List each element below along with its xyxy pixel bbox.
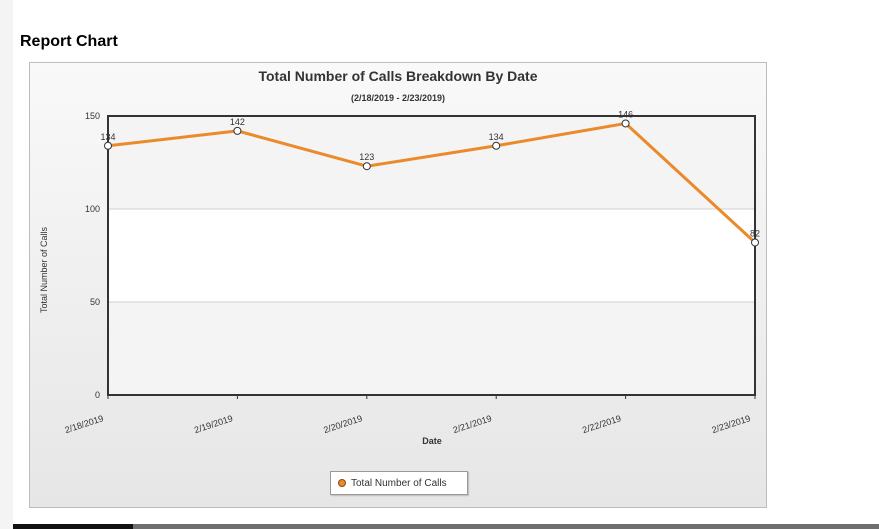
x-tick-label: 2/22/2019: [581, 413, 622, 435]
data-label: 134: [489, 132, 504, 142]
data-label: 142: [230, 117, 245, 127]
data-label: 134: [100, 132, 115, 142]
legend-marker-icon: [338, 479, 346, 487]
chart-legend: Total Number of Calls: [330, 471, 468, 495]
x-tick-label: 2/18/2019: [63, 413, 104, 435]
y-axis-label: Total Number of Calls: [39, 226, 49, 313]
legend-label: Total Number of Calls: [351, 477, 447, 489]
chart-svg: Total Number of Calls Breakdown By Date …: [39, 68, 760, 446]
y-tick-label: 50: [90, 297, 100, 307]
series-line: [107, 121, 757, 244]
x-axis-label: Date: [422, 436, 442, 446]
data-point: [621, 119, 630, 128]
data-point: [104, 141, 112, 150]
data-label: 82: [750, 228, 760, 238]
plot-area: 0 50 100 150 2/18/2019 2/19/2019 2/20/2019 2/21…: [63, 109, 760, 435]
plot-band: [108, 209, 755, 302]
data-point: [233, 126, 242, 135]
chart-title: Total Number of Calls Breakdown By Date: [258, 68, 537, 84]
bottom-scrollbar-thumb[interactable]: [13, 524, 133, 529]
bottom-scrollbar-track: [13, 524, 879, 529]
data-point: [751, 238, 759, 247]
plot-border: [107, 115, 756, 396]
data-point: [362, 162, 371, 171]
chart-subtitle: (2/18/2019 - 2/23/2019): [351, 93, 445, 103]
plot-band: [108, 116, 755, 209]
plot-band: [108, 302, 755, 395]
data-label: 146: [618, 109, 633, 119]
x-tick-label: 2/19/2019: [193, 413, 234, 435]
data-point: [492, 141, 501, 150]
y-tick-label: 100: [85, 204, 100, 214]
data-label: 123: [359, 152, 374, 162]
x-tick-label: 2/21/2019: [452, 413, 493, 435]
page-title: Report Chart: [20, 33, 118, 50]
y-tick-label: 150: [85, 111, 100, 121]
left-strip: [0, 0, 13, 529]
chart-panel: Total Number of Calls Breakdown By Date …: [29, 62, 767, 508]
x-tick-label: 2/23/2019: [710, 413, 751, 435]
y-tick-label: 0: [95, 390, 100, 400]
x-tick-label: 2/20/2019: [322, 413, 363, 435]
